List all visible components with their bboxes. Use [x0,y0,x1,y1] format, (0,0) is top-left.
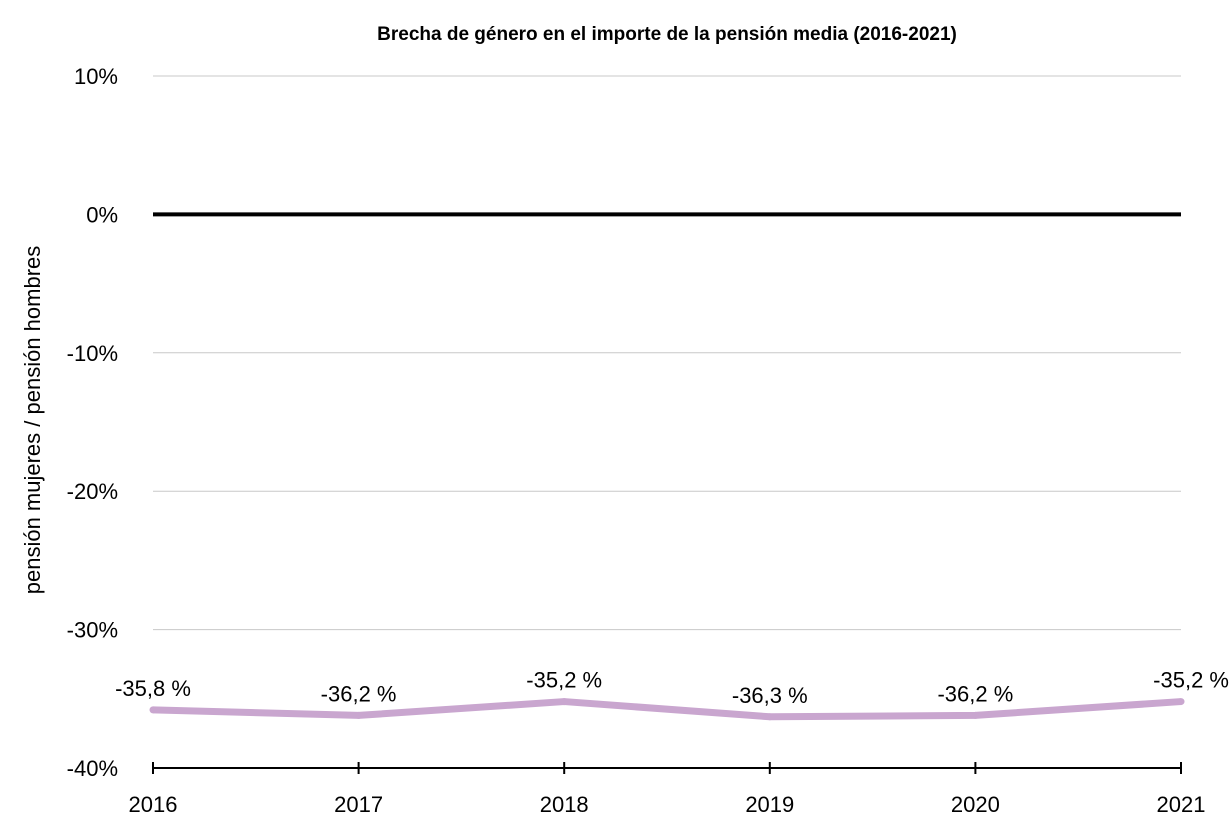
x-tick-label: 2021 [1157,792,1206,814]
data-label: -36,3 % [732,683,808,708]
data-label: -36,2 % [937,681,1013,706]
x-axis: 2016 2017 2018 2019 2020 2021 [129,762,1206,814]
x-tick-label: 2017 [334,792,383,814]
data-point [766,713,774,721]
data-point [149,706,157,714]
series-line-0 [152,698,1182,721]
data-label: -36,2 % [321,681,397,706]
data-point [355,711,363,719]
x-tick-label: 2019 [745,792,794,814]
data-label: -35,2 % [526,668,602,693]
data-label: -35,2 % [1153,668,1229,693]
y-tick-label: -20% [67,479,118,504]
data-point [560,698,568,706]
y-tick-label: -10% [67,341,118,366]
series-layer [149,698,1185,721]
y-axis-title: pensión mujeres / pensión hombres [20,246,45,595]
y-axis-ticks: 10% 0% -10% -20% -30% -40% [67,64,118,781]
y-tick-label: -40% [67,756,118,781]
y-tick-label: -30% [67,618,118,643]
x-tick-label: 2018 [540,792,589,814]
x-tick-label: 2020 [951,792,1000,814]
chart-title: Brecha de género en el importe de la pen… [377,24,957,45]
y-tick-label: 10% [74,64,118,89]
data-point [1177,698,1185,706]
x-tick-label: 2016 [129,792,178,814]
data-labels: -35,8 % -36,2 % -35,2 % -36,3 % -36,2 % -35,2… [115,668,1229,708]
data-point [971,711,979,719]
y-tick-label: 0% [86,202,118,227]
data-label: -35,8 % [115,676,191,701]
gridlines [153,75,1181,631]
